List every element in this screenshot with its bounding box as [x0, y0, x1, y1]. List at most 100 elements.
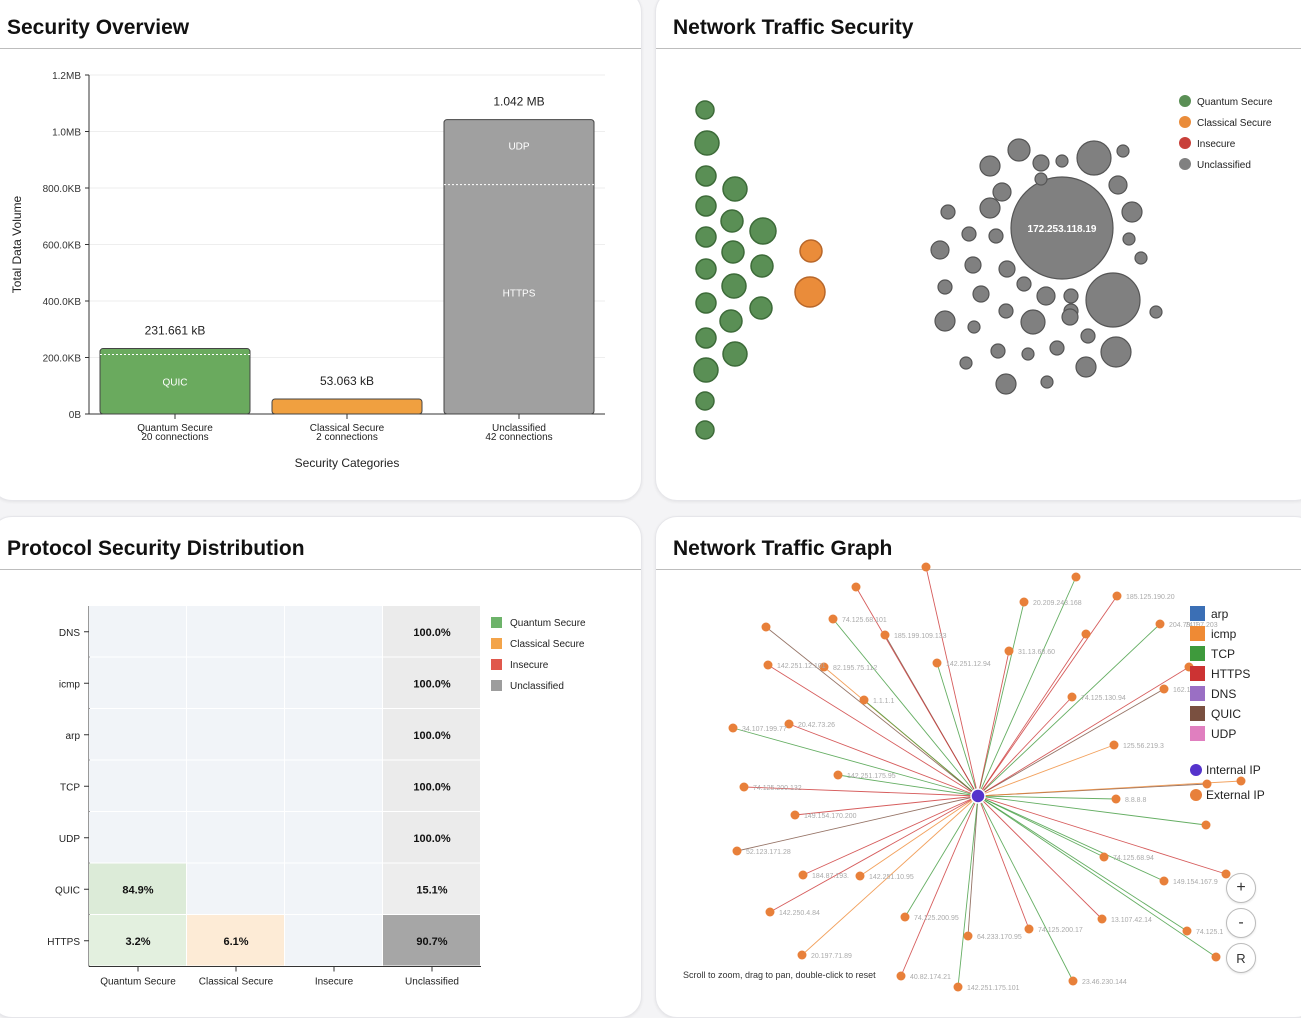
- legend-swatch: [1190, 764, 1202, 776]
- heatmap-cell: [383, 812, 480, 863]
- unclassified-bubble: [1108, 175, 1128, 195]
- heatmap-cell-label: 100.0%: [413, 730, 451, 742]
- graph-edge: [977, 696, 1073, 797]
- external-ip-node: [851, 582, 861, 592]
- external-ip-node: [921, 562, 931, 572]
- graph-edge: [977, 795, 1165, 882]
- node-label: 74.125.68.101: [842, 617, 887, 624]
- node-label: 20.209.243.168: [1033, 600, 1082, 607]
- node-label: 52.123.171.28: [746, 849, 791, 856]
- graph-edge: [977, 795, 1207, 826]
- graph-edge: [977, 795, 1105, 858]
- node-label: 20.197.71.89: [811, 953, 852, 960]
- heatmap-cell: [187, 709, 284, 760]
- unclassified-bubble: [1007, 138, 1031, 162]
- graph-edge: [957, 795, 979, 988]
- node-label: 149.154.167.9: [1173, 879, 1218, 886]
- y-tick-label: 600.0KB: [43, 241, 82, 252]
- quantum-secure-bubble: [749, 217, 777, 245]
- external-ip-node: [1097, 914, 1107, 924]
- unclassified-bubble: [972, 285, 990, 303]
- legend-swatch: [491, 659, 502, 670]
- node-label: 34.107.199.77: [742, 726, 787, 733]
- zoom-out-button[interactable]: -: [1226, 908, 1256, 938]
- heatmap-cell: [89, 657, 186, 708]
- legend-label: UDP: [1211, 727, 1236, 741]
- unclassified-bubble: [1075, 356, 1097, 378]
- heatmap-cell-label: 100.0%: [413, 678, 451, 690]
- node-label: 20.42.73.26: [798, 722, 835, 729]
- external-ip-node: [833, 770, 843, 780]
- x-tick-label: Unclassified: [492, 423, 546, 434]
- unclassified-bubble: [1100, 336, 1132, 368]
- quantum-secure-bubble: [695, 391, 715, 411]
- external-ip-node: [761, 622, 771, 632]
- unclassified-bubble: [1061, 308, 1079, 326]
- graph-edge: [859, 795, 979, 877]
- segment-label: UDP: [508, 142, 529, 153]
- legend-label: External IP: [1206, 788, 1265, 802]
- node-label: 31.13.68.60: [1018, 649, 1055, 656]
- reset-view-button[interactable]: R: [1226, 943, 1256, 973]
- heatmap-cell: [89, 606, 186, 657]
- graph-edge: [977, 595, 1118, 797]
- quantum-secure-bubble: [695, 100, 715, 120]
- quantum-secure-bubble: [695, 258, 717, 280]
- external-ip-node: [1024, 924, 1034, 934]
- quantum-secure-bubble: [694, 130, 720, 156]
- unclassified-bubble: [959, 356, 973, 370]
- node-label: 125.56.219.3: [1123, 743, 1164, 750]
- external-ip-node: [1067, 692, 1077, 702]
- external-ip-node: [1109, 740, 1119, 750]
- legend-swatch: [1190, 626, 1205, 641]
- row-label: TCP: [60, 782, 80, 793]
- unclassified-bubble: [1122, 232, 1136, 246]
- graph-edge: [977, 795, 1227, 875]
- legend-swatch: [1179, 158, 1191, 170]
- column-label: Classical Secure: [199, 977, 274, 988]
- bar-value-label: 53.063 kB: [320, 374, 374, 388]
- legend-label: Unclassified: [510, 681, 564, 692]
- heatmap-cell: [285, 709, 382, 760]
- graph-edge: [977, 795, 1103, 920]
- external-ip-node: [728, 723, 738, 733]
- unclassified-bubble: [1036, 286, 1056, 306]
- external-ip-node: [1071, 572, 1081, 582]
- external-ip-node: [963, 931, 973, 941]
- legend-label: QUIC: [1211, 707, 1241, 721]
- legend-swatch: [1190, 789, 1202, 801]
- quantum-secure-bubble: [693, 357, 719, 383]
- node-label: 74.125.68.94: [1113, 855, 1154, 862]
- legend-label: TCP: [1211, 647, 1235, 661]
- graph-edge: [765, 626, 979, 797]
- external-ip-node: [790, 810, 800, 820]
- panel-divider: [0, 48, 641, 49]
- heatmap-cell: [187, 657, 284, 708]
- row-label: UDP: [59, 834, 80, 845]
- graph-edge: [977, 744, 1115, 797]
- unclassified-bubble: [1055, 154, 1069, 168]
- heatmap-cell-label: 100.0%: [413, 833, 451, 845]
- node-label: 149.154.170.200: [804, 813, 857, 820]
- y-tick-label: 1.2MB: [52, 71, 81, 82]
- network-traffic-security-panel: Network Traffic Security 172.253.118.19 Q…: [655, 0, 1301, 501]
- legend-label: Insecure: [510, 660, 549, 671]
- unclassified-bubble: [961, 226, 977, 242]
- node-label: 204.79.197.203: [1169, 622, 1218, 629]
- unclassified-bubble: [1021, 347, 1035, 361]
- heatmap-cell: [383, 709, 480, 760]
- heatmap-cell: [187, 863, 284, 914]
- node-label: 162.158: [1173, 687, 1198, 694]
- external-ip-node: [953, 982, 963, 992]
- heatmap-cell: [89, 760, 186, 811]
- external-ip-node: [859, 695, 869, 705]
- zoom-in-button[interactable]: +: [1226, 873, 1256, 903]
- unclassified-bubble: [1080, 328, 1096, 344]
- network-graph[interactable]: 20.209.243.168 185.125.190.20 74.125.68.10…: [656, 517, 1301, 1017]
- interaction-hint: Scroll to zoom, drag to pan, double-clic…: [683, 970, 876, 980]
- node-label: 142.251.175.95: [847, 773, 896, 780]
- bubble-chart: 172.253.118.19 Quantum Secure Classical Se…: [693, 95, 1273, 440]
- unclassified-bubble: [1010, 176, 1114, 280]
- quantum-secure-bubble: [721, 273, 747, 299]
- heatmap-cell: [285, 606, 382, 657]
